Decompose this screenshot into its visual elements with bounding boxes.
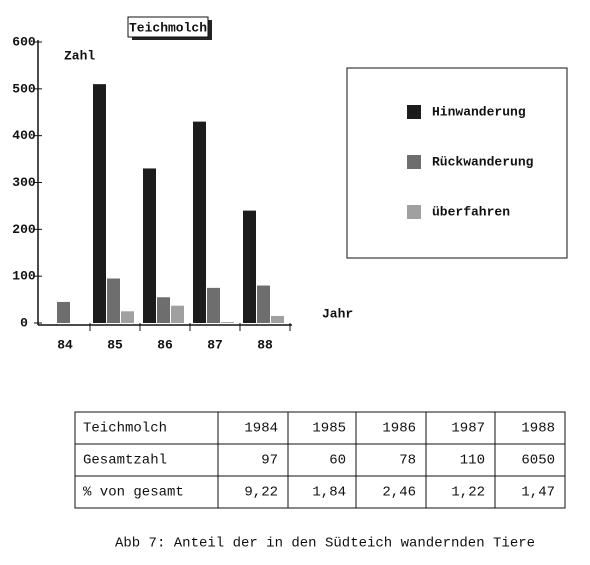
y-tick-label: 600 bbox=[12, 34, 36, 49]
table-cell bbox=[494, 475, 566, 509]
table-text: 2,46 bbox=[382, 485, 416, 501]
y-axis-label: Zahl bbox=[64, 48, 95, 63]
bar bbox=[57, 301, 70, 323]
bar bbox=[243, 210, 256, 323]
bar bbox=[107, 278, 120, 323]
table-text: 1,84 bbox=[312, 485, 346, 501]
table-text: 110 bbox=[460, 453, 485, 469]
caption: Abb 7: Anteil der in den Südteich wander… bbox=[115, 536, 535, 552]
legend-label: Rückwanderung bbox=[432, 154, 534, 169]
table-text: 97 bbox=[261, 453, 278, 469]
y-tick-label: 400 bbox=[12, 128, 36, 143]
x-tick-label: 85 bbox=[107, 337, 123, 352]
table-text: 1,47 bbox=[521, 485, 555, 501]
legend-label: überfahren bbox=[432, 204, 510, 219]
y-tick-label: 300 bbox=[12, 175, 36, 190]
legend-box bbox=[346, 67, 568, 259]
y-tick-label: 100 bbox=[12, 269, 36, 284]
x-tick-label: 84 bbox=[57, 337, 73, 352]
x-tick-label: 86 bbox=[157, 337, 173, 352]
bar bbox=[271, 315, 284, 323]
bar bbox=[207, 287, 220, 323]
bar bbox=[157, 297, 170, 323]
chart-title: Teichmolch bbox=[129, 20, 207, 35]
legend-label: Hinwanderung bbox=[432, 104, 526, 119]
bar bbox=[93, 84, 106, 324]
legend-swatch bbox=[407, 105, 421, 119]
table-text: % von gesamt bbox=[83, 485, 184, 501]
table-text: 9,22 bbox=[244, 485, 278, 501]
x-tick-label: 88 bbox=[257, 337, 273, 352]
table-text: Teichmolch bbox=[83, 421, 167, 437]
bar bbox=[143, 168, 156, 323]
table-text: 1987 bbox=[451, 421, 485, 437]
table-text: 1986 bbox=[382, 421, 416, 437]
y-tick-label: 0 bbox=[20, 315, 28, 330]
bar bbox=[121, 311, 134, 323]
bar bbox=[221, 322, 234, 323]
legend-swatch bbox=[407, 155, 421, 169]
x-axis-label: Jahr bbox=[322, 306, 353, 321]
table-text: 60 bbox=[329, 453, 346, 469]
table-text: 1985 bbox=[312, 421, 346, 437]
bar bbox=[193, 121, 206, 323]
table-text: 1984 bbox=[244, 421, 278, 437]
table-text: 1,22 bbox=[451, 485, 485, 501]
table-text: 6050 bbox=[521, 453, 555, 469]
title-box bbox=[127, 16, 209, 38]
x-tick-label: 87 bbox=[207, 337, 223, 352]
bar bbox=[257, 285, 270, 323]
table-text: Gesamtzahl bbox=[83, 453, 167, 469]
y-tick-label: 500 bbox=[12, 81, 36, 96]
y-tick-label: 200 bbox=[12, 222, 36, 237]
legend-swatch bbox=[407, 205, 421, 219]
table-text: 78 bbox=[399, 453, 416, 469]
table-text: 1988 bbox=[521, 421, 555, 437]
bar bbox=[171, 305, 184, 323]
